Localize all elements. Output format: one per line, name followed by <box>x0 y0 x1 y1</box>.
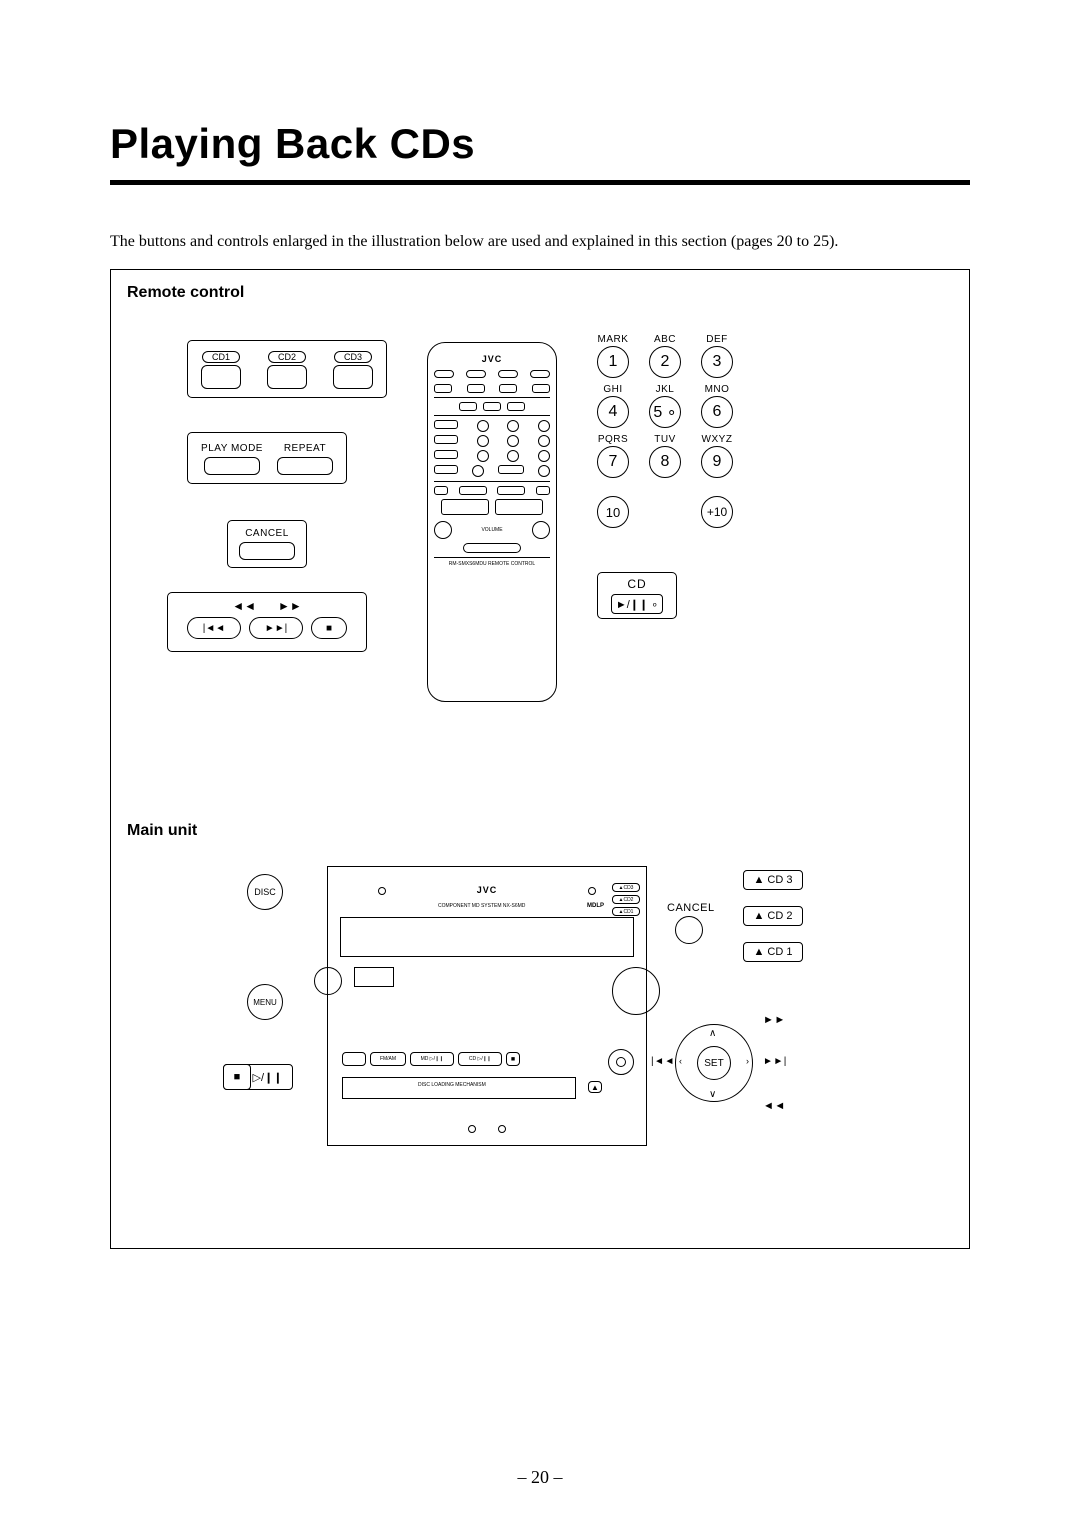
cd3-button[interactable] <box>333 365 373 389</box>
key-plus10[interactable]: +10 <box>701 496 733 528</box>
cd-play-callout: CD ►/❙❙ ∘ <box>597 572 677 619</box>
next-label: ►►| <box>763 1056 787 1067</box>
cancel-main-button[interactable] <box>675 916 703 944</box>
cd2-label: CD2 <box>268 351 306 363</box>
key-label: TUV <box>654 434 676 446</box>
key-8[interactable]: 8 <box>649 446 681 478</box>
eject-cd2-button[interactable]: ▲ CD 2 <box>743 906 803 926</box>
key-10[interactable]: 10 <box>597 496 629 528</box>
disc-loading-label: DISC LOADING MECHANISM <box>418 1082 486 1088</box>
keypad-callout: MARK1 ABC2 DEF3 GHI4 JKL5 ∘ MNO6 PQRS7 T… <box>597 334 733 534</box>
md-eject[interactable]: ▲ <box>588 1081 602 1093</box>
key-6[interactable]: 6 <box>701 396 733 428</box>
jog-dial[interactable] <box>608 1049 634 1075</box>
prev-label: |◄◄ <box>651 1056 675 1067</box>
key-label: ABC <box>654 334 676 346</box>
key-3[interactable]: 3 <box>701 346 733 378</box>
next-button[interactable]: ►►| <box>249 617 303 639</box>
key-2[interactable]: 2 <box>649 346 681 378</box>
key-label: MARK <box>598 334 629 346</box>
remote-section: CD1 CD2 CD3 PLAY MODE <box>127 302 953 822</box>
transport-callout: ◄◄ ►► |◄◄ ►►| ■ <box>167 592 367 652</box>
tray-cd2[interactable]: ▲CD2 <box>612 895 640 904</box>
eject-cd1-button[interactable]: ▲ CD 1 <box>743 942 803 962</box>
ff-glyph: ►► <box>278 599 302 613</box>
left-knob[interactable] <box>314 967 342 995</box>
cursor-up[interactable]: ∧ <box>709 1028 716 1039</box>
key-4[interactable]: 4 <box>597 396 629 428</box>
key-1[interactable]: 1 <box>597 346 629 378</box>
repeat-button[interactable] <box>277 457 333 475</box>
intro-text: The buttons and controls enlarged in the… <box>110 233 970 251</box>
key-label: WXYZ <box>702 434 733 446</box>
cancel-main-label: CANCEL <box>667 902 715 914</box>
menu-button[interactable]: MENU <box>247 984 283 1020</box>
stop-front-button[interactable]: ■ <box>223 1064 251 1090</box>
key-label: DEF <box>706 334 728 346</box>
cd1-label: CD1 <box>202 351 240 363</box>
cd-play-button[interactable]: ►/❙❙ ∘ <box>611 594 663 614</box>
cursor-left[interactable]: ‹ <box>679 1056 682 1066</box>
set-button[interactable]: SET <box>697 1046 731 1080</box>
menu-label: MENU <box>253 998 277 1007</box>
key-9[interactable]: 9 <box>701 446 733 478</box>
mdlp-label: MDLP <box>587 903 604 909</box>
cancel-callout: CANCEL <box>227 520 307 568</box>
repeat-label: REPEAT <box>284 443 326 454</box>
unit-model: COMPONENT MD SYSTEM NX-S6MD <box>438 903 525 909</box>
key-7[interactable]: 7 <box>597 446 629 478</box>
remote-model: RM-SMXS6MDU REMOTE CONTROL <box>434 562 550 567</box>
play-mode-label: PLAY MODE <box>201 443 263 454</box>
tray-cd3[interactable]: ▲CD3 <box>612 883 640 892</box>
cd-play-front[interactable]: CD ▷/❙❙ <box>458 1052 502 1066</box>
rew-glyph: ◄◄ <box>232 599 256 613</box>
main-caption: Main unit <box>127 822 953 840</box>
stop-button[interactable]: ■ <box>311 617 347 639</box>
main-unit-body: JVC ▲CD3 ▲CD2 ▲CD1 COMPONENT MD SYSTEM N… <box>327 866 647 1146</box>
title-rule <box>110 180 970 185</box>
cursor-right[interactable]: › <box>746 1056 749 1066</box>
play-mode-button[interactable] <box>204 457 260 475</box>
cd2-button[interactable] <box>267 365 307 389</box>
unit-brand: JVC <box>328 885 646 895</box>
key-label: JKL <box>656 384 675 396</box>
key-label: GHI <box>603 384 622 396</box>
key-5[interactable]: 5 ∘ <box>649 396 681 428</box>
cd1-button[interactable] <box>201 365 241 389</box>
figure-box: Remote control CD1 CD2 CD3 <box>110 269 970 1249</box>
cursor-down[interactable]: ∨ <box>709 1089 716 1100</box>
prev-button[interactable]: |◄◄ <box>187 617 241 639</box>
cd-buttons-callout: CD1 CD2 CD3 <box>187 340 387 398</box>
cd-play-label: CD <box>627 577 646 591</box>
eject-cd3-button[interactable]: ▲ CD 3 <box>743 870 803 890</box>
tray-cd1[interactable]: ▲CD1 <box>612 907 640 916</box>
cancel-button[interactable] <box>239 542 295 560</box>
disc-label: DISC <box>254 887 276 897</box>
remote-body: JVC VOLUME <box>427 342 557 702</box>
remote-caption: Remote control <box>127 284 953 302</box>
page-number: – 20 – <box>0 1467 1080 1488</box>
fmam-button[interactable]: FM/AM <box>370 1052 406 1066</box>
main-unit-section: DISC MENU CD ▷/❙❙ ■ JVC ▲CD3 ▲CD2 ▲CD1 <box>127 844 953 1244</box>
md-play-button[interactable]: MD ▷/❙❙ <box>410 1052 454 1066</box>
brand-logo: JVC <box>434 355 550 364</box>
key-label: PQRS <box>598 434 628 446</box>
disc-button[interactable]: DISC <box>247 874 283 910</box>
playmode-repeat-callout: PLAY MODE REPEAT <box>187 432 347 484</box>
key-label: MNO <box>705 384 730 396</box>
cd3-label: CD3 <box>334 351 372 363</box>
page-title: Playing Back CDs <box>110 120 970 168</box>
cancel-label: CANCEL <box>245 528 289 539</box>
cursor-pad: SET ∧ ∨ ‹ › <box>675 1024 753 1102</box>
rew-label: ◄◄ <box>763 1100 786 1112</box>
volume-knob[interactable] <box>612 967 660 1015</box>
ff-label: ►► <box>763 1014 786 1026</box>
